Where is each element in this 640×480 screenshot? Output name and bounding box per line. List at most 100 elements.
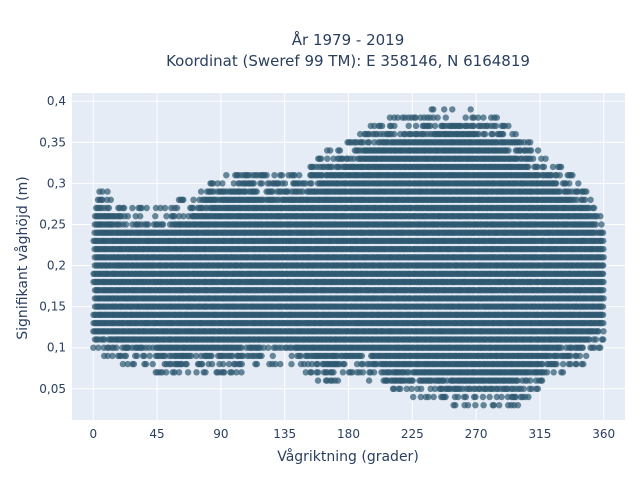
data-points [90,106,607,409]
data-point [149,360,156,368]
data-point [277,360,284,368]
data-point [370,369,378,376]
data-point [146,352,153,360]
data-point [188,352,195,360]
data-point [197,188,205,195]
data-point [223,172,230,179]
data-point [330,369,337,376]
data-point [104,188,111,195]
data-point [144,221,152,228]
data-point [378,122,386,130]
data-point [120,204,128,212]
data-point [327,147,334,154]
data-point [258,352,265,360]
data-point [365,377,373,384]
data-point [269,352,276,360]
data-point [334,377,342,384]
data-point [271,172,278,179]
data-point [339,369,347,376]
data-point [359,369,367,376]
data-point [430,393,437,401]
data-point [124,213,131,220]
data-point [161,204,169,212]
data-point [143,204,150,212]
data-point [133,352,141,360]
data-point [288,352,295,360]
data-point [90,344,97,351]
data-point [397,385,404,392]
data-point [418,385,425,392]
data-point [253,188,260,195]
data-point [180,196,187,203]
data-point [202,369,209,376]
data-point [336,147,344,154]
data-point [409,377,416,384]
data-point [281,180,289,187]
data-point [263,172,270,179]
data-point [221,369,228,376]
data-point [122,221,130,228]
data-point [238,369,245,376]
data-point [184,369,192,376]
data-point [410,393,417,401]
data-point [219,360,227,368]
data-point [180,213,187,220]
data-point [152,204,160,212]
data-point [238,360,245,368]
data-point [119,360,127,368]
data-point [141,352,148,360]
data-point [314,377,322,384]
data-point [265,344,272,351]
data-point [99,188,106,195]
data-point [163,213,170,220]
data-point [173,204,181,212]
data-point [109,352,116,360]
data-point [99,196,106,203]
data-point [137,213,144,220]
data-point [430,106,437,113]
data-point [107,196,115,203]
data-point [193,352,200,360]
data-point [105,204,113,212]
data-point [152,213,159,220]
data-point [208,352,215,360]
data-point [219,180,226,187]
data-point [391,122,398,130]
data-point [296,172,303,179]
data-point [132,213,139,220]
data-point [142,360,150,368]
data-point [95,344,102,351]
data-point [122,352,130,360]
data-point [391,130,398,138]
data-point [193,369,200,376]
data-point [163,369,170,376]
data-point [358,352,366,360]
data-point [175,369,183,376]
data-point [171,213,178,220]
data-point [113,344,120,351]
data-point [324,155,331,162]
data-point [159,221,167,228]
data-point [190,196,197,203]
data-point [183,360,190,368]
data-point [198,360,206,368]
data-point [253,360,261,368]
data-point [138,204,145,212]
data-point [405,122,412,130]
data-point [258,180,266,187]
data-point [317,155,325,162]
data-point [104,352,111,360]
data-point [315,369,322,376]
data-point [189,204,197,212]
data-point [130,360,138,368]
data-point [341,360,348,368]
data-point [129,204,136,212]
data-point [288,360,295,368]
data-point [278,172,286,179]
data-point [208,360,216,368]
data-point [250,180,257,187]
data-point [157,204,164,212]
data-point [308,180,315,187]
data-point [171,369,178,376]
